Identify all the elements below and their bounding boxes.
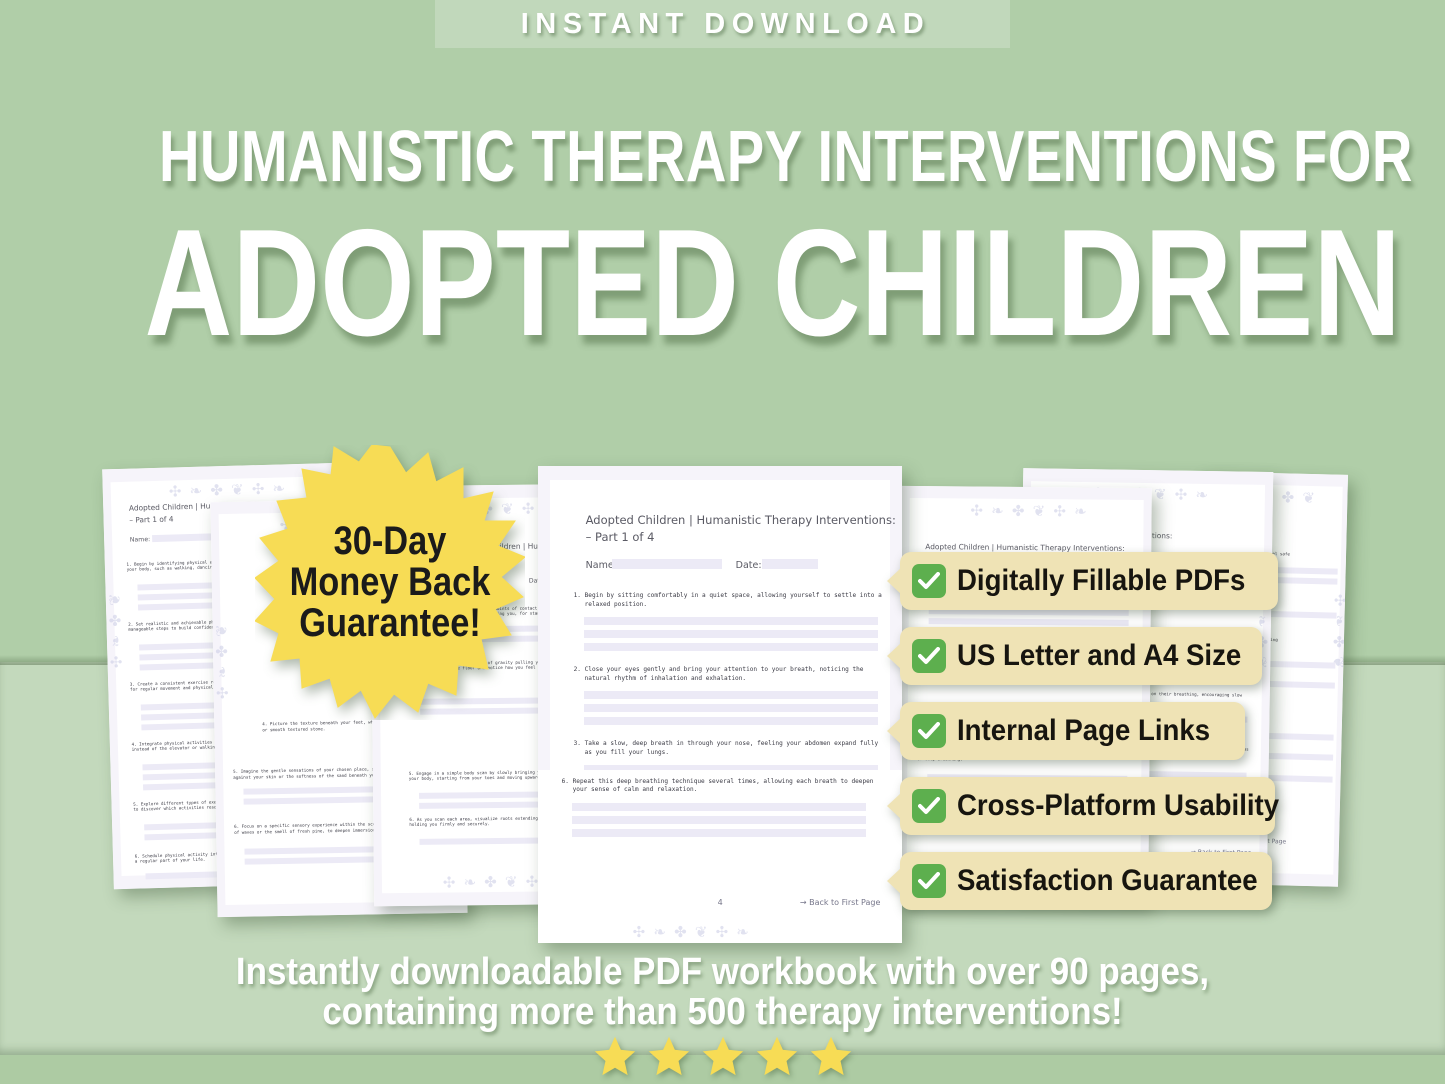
feature-bubble: Cross-Platform Usability xyxy=(887,777,1279,835)
check-icon xyxy=(912,714,946,748)
page-title: ADOPTED CHILDREN xyxy=(144,198,1402,368)
feature-label: Cross-Platform Usability xyxy=(957,789,1280,822)
doc-title-line1: Adopted Children | Humanistic Therapy In… xyxy=(585,513,896,528)
badge-line-2: Money Back xyxy=(289,560,491,605)
doc-date-label: Date: xyxy=(735,560,762,572)
ornament-icon: ✣ ❧ ✤ ❦ xyxy=(106,591,126,669)
ornament-icon: ✣ ❧ ✤ ❦ xyxy=(1328,593,1348,671)
badge-line-1: 30-Day xyxy=(333,519,447,564)
doc-answer-line[interactable] xyxy=(571,803,866,811)
star-icon xyxy=(754,1034,800,1083)
doc-name-label: Name: xyxy=(585,560,617,572)
star-icon xyxy=(808,1034,854,1083)
check-icon xyxy=(912,864,946,898)
page-subtitle: HUMANISTIC THERAPY INTERVENTIONS FOR xyxy=(158,117,1413,197)
feature-bubble: Satisfaction Guarantee xyxy=(887,852,1272,910)
doc-item-text: Repeat this deep breathing technique sev… xyxy=(572,778,874,794)
star-icon xyxy=(646,1034,692,1083)
doc-item-number: 1. xyxy=(573,592,581,600)
starburst-icon xyxy=(255,445,525,719)
feature-item-us-letter-and-a4-size[interactable]: US Letter and A4 Size xyxy=(887,627,1288,685)
feature-label: US Letter and A4 Size xyxy=(957,639,1242,672)
doc-item-number: 5. xyxy=(408,770,414,776)
doc-title-line2: – Part 1 of 4 xyxy=(129,514,174,525)
doc-item-number: 6. xyxy=(134,853,140,859)
doc-name-field[interactable] xyxy=(611,559,722,570)
doc-item-number: 6. xyxy=(234,824,240,830)
doc-answer-line[interactable] xyxy=(583,765,878,774)
doc-item-number: 5. xyxy=(133,801,139,807)
doc-item-number: 3. xyxy=(573,740,581,748)
doc-name-label: Name: xyxy=(129,535,151,544)
check-icon xyxy=(912,789,946,823)
star-rating xyxy=(0,1034,1445,1083)
ornament-icon: ✣ ❧ ✤ ❦ xyxy=(213,622,232,700)
doc-answer-line[interactable] xyxy=(583,717,878,726)
doc-back-to-first-page-link[interactable]: → Back to First Page xyxy=(799,898,881,907)
check-icon xyxy=(912,564,946,598)
instant-download-banner: INSTANT DOWNLOAD xyxy=(435,0,1010,48)
feature-label: Digitally Fillable PDFs xyxy=(957,564,1246,597)
doc-title-line2: – Part 1 of 4 xyxy=(585,530,655,545)
doc-answer-line[interactable] xyxy=(571,816,866,824)
doc-item-number: 6. xyxy=(561,778,569,785)
doc-item-text: Close your eyes gently and bring your at… xyxy=(584,666,864,682)
doc-item-number: 4. xyxy=(262,721,268,727)
star-icon xyxy=(592,1034,638,1083)
feature-bubble: US Letter and A4 Size xyxy=(887,627,1262,685)
feature-bubble: Digitally Fillable PDFs xyxy=(887,552,1278,610)
feature-item-internal-page-links[interactable]: Internal Page Links xyxy=(887,702,1288,760)
doc-item-number: 3. xyxy=(129,681,135,687)
doc-answer-line[interactable] xyxy=(571,829,866,837)
doc-answer-line[interactable] xyxy=(583,617,878,626)
doc-item-number: 6. xyxy=(409,816,415,822)
feature-list: Digitally Fillable PDFs US Letter and A4… xyxy=(887,552,1288,927)
feature-item-cross-platform-usability[interactable]: Cross-Platform Usability xyxy=(887,777,1288,835)
feature-bubble: Internal Page Links xyxy=(887,702,1245,760)
feature-label: Internal Page Links xyxy=(957,714,1211,747)
feature-item-digitally-fillable-pdfs[interactable]: Digitally Fillable PDFs xyxy=(887,552,1288,610)
badge-line-3: Guarantee! xyxy=(299,600,481,645)
badge-text-block: 30-Day Money Back Guarantee! xyxy=(274,445,506,720)
doc-item-number: 1. xyxy=(126,561,132,567)
tagline-line-2: containing more than 500 therapy interve… xyxy=(322,991,1123,1033)
doc-page-number: 4 xyxy=(717,898,723,907)
tagline-block: Instantly downloadable PDF workbook with… xyxy=(0,952,1445,1032)
doc-item-number: 2. xyxy=(573,666,581,674)
doc-answer-line[interactable] xyxy=(583,643,878,652)
feature-item-satisfaction-guarantee[interactable]: Satisfaction Guarantee xyxy=(887,852,1288,910)
doc-date-field[interactable] xyxy=(761,559,818,570)
feature-label: Satisfaction Guarantee xyxy=(957,864,1258,897)
ornament-icon: ✣ ❧ ✤ ❦ ✣ ❧ xyxy=(632,924,751,941)
page-sheet-lower: 6. Repeat this deep breathing technique … xyxy=(549,770,891,930)
document-page-center-lower: 6. Repeat this deep breathing technique … xyxy=(538,770,902,943)
check-icon xyxy=(912,639,946,673)
doc-answer-line[interactable] xyxy=(583,630,878,639)
doc-item-text: Begin by sitting comfortably in a quiet … xyxy=(584,592,882,608)
money-back-guarantee-badge: 30-Day Money Back Guarantee! xyxy=(255,445,525,720)
doc-item-number: 2. xyxy=(128,621,134,627)
doc-item-number: 4. xyxy=(131,741,137,747)
ornament-icon: ✣ ❧ ✤ ❦ ✣ ❧ xyxy=(970,502,1089,521)
doc-answer-line[interactable] xyxy=(583,704,878,713)
tagline-line-1: Instantly downloadable PDF workbook with… xyxy=(235,951,1210,993)
doc-answer-line[interactable] xyxy=(583,691,878,700)
doc-item-number: 5. xyxy=(233,769,239,775)
doc-item-text: Take a slow, deep breath in through your… xyxy=(584,740,879,756)
headline-block: HUMANISTIC THERAPY INTERVENTIONS FOR ADO… xyxy=(0,117,1445,368)
star-icon xyxy=(700,1034,746,1083)
instant-download-label: INSTANT DOWNLOAD xyxy=(520,7,931,40)
